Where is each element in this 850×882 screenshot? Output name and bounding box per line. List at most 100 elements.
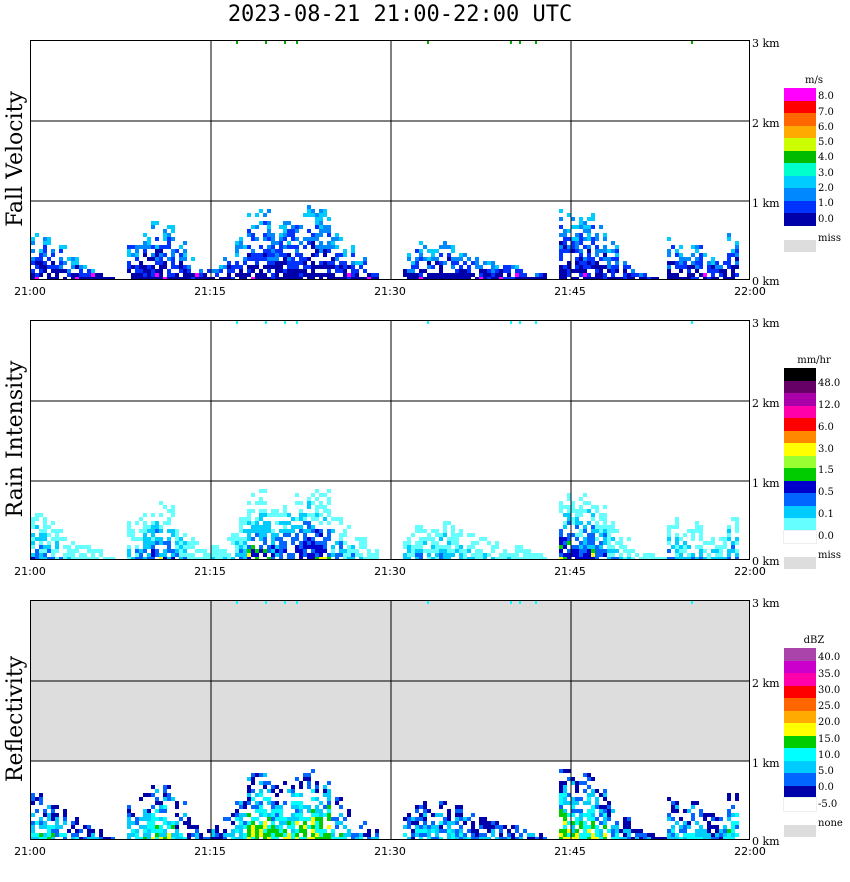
precip-cell [39, 817, 43, 821]
precip-cell [235, 273, 239, 277]
precip-cell [279, 241, 283, 245]
precip-cell [535, 837, 539, 839]
precip-cell [599, 265, 603, 269]
precip-cell [443, 277, 447, 279]
legend-swatch [784, 673, 816, 686]
precip-cell [307, 553, 311, 557]
legend-tick-label: 5.0 [818, 137, 834, 149]
precip-cell [287, 833, 291, 837]
precip-cell [279, 225, 283, 229]
precip-cell [667, 557, 671, 559]
precip-cell [587, 245, 591, 249]
precip-cell [591, 557, 595, 559]
precip-cell [563, 817, 567, 821]
precip-cell [183, 801, 187, 805]
plot-area [30, 600, 750, 840]
precip-cell [307, 809, 311, 813]
precip-cell [599, 533, 603, 537]
precip-cell [283, 821, 287, 825]
precip-cell [323, 813, 327, 817]
precip-cell [575, 249, 579, 253]
precip-cell [559, 529, 563, 533]
precip-cell [247, 273, 251, 277]
precip-cell [711, 837, 715, 839]
precip-cell [699, 529, 703, 533]
precip-cell [563, 277, 567, 279]
precip-cell [135, 273, 139, 277]
precip-cell [571, 549, 575, 553]
precip-cell [167, 277, 171, 279]
precip-cell [427, 277, 431, 279]
precip-cell [31, 813, 35, 817]
precip-cell [259, 277, 263, 279]
precip-cell [643, 277, 647, 279]
precip-cell [375, 273, 379, 277]
precip-cell [515, 557, 519, 559]
precip-cell [583, 525, 587, 529]
precip-cell [223, 265, 227, 269]
legend-unit: mm/hr [797, 355, 831, 366]
precip-cell [599, 257, 603, 261]
precip-cell [567, 769, 571, 773]
precip-cell [271, 813, 275, 817]
precip-cell [691, 265, 695, 269]
precip-cell [611, 833, 615, 837]
precip-cell [735, 793, 739, 797]
precip-cell [295, 793, 299, 797]
precip-cell [255, 533, 259, 537]
precip-cell [699, 253, 703, 257]
precip-cell [727, 261, 731, 265]
precip-cell [615, 277, 619, 279]
precip-cell [727, 833, 731, 837]
precip-cell [607, 557, 611, 559]
precip-cell [443, 241, 447, 245]
precip-cell [455, 833, 459, 837]
precip-cell [331, 833, 335, 837]
precip-cell [611, 269, 615, 273]
precip-cell [279, 277, 283, 279]
precip-cell [559, 541, 563, 545]
precip-cell [463, 549, 467, 553]
precip-cell [31, 249, 35, 253]
precip-cell [423, 537, 427, 541]
precip-cell [723, 825, 727, 829]
precip-cell [335, 541, 339, 545]
precip-cell [203, 553, 207, 557]
precip-cell [319, 533, 323, 537]
precip-cell [311, 213, 315, 217]
height-label-3km: 3 km [752, 317, 780, 330]
precip-cell [447, 273, 451, 277]
precip-cell [143, 529, 147, 533]
precip-cell [331, 273, 335, 277]
precip-cell [563, 781, 567, 785]
precip-cell [163, 245, 167, 249]
precip-cell [723, 261, 727, 265]
precip-cell [603, 805, 607, 809]
precip-cell [599, 805, 603, 809]
precip-cell [43, 833, 47, 837]
precip-cell [307, 545, 311, 549]
precip-cell [563, 237, 567, 241]
precip-cell [211, 557, 215, 559]
precip-cell [727, 237, 731, 241]
precip-cell [243, 801, 247, 805]
precip-cell [267, 833, 271, 837]
precip-cell [655, 837, 659, 839]
precip-cell [483, 553, 487, 557]
precip-cell [135, 257, 139, 261]
precip-cell [347, 829, 351, 833]
precip-cell [591, 817, 595, 821]
precip-cell [279, 821, 283, 825]
precip-cell [455, 269, 459, 273]
precip-cell [695, 269, 699, 273]
precip-cell [299, 257, 303, 261]
precip-cell [47, 265, 51, 269]
precip-cell [539, 837, 543, 839]
precip-cell [147, 825, 151, 829]
precip-cell [47, 833, 51, 837]
precip-cell [147, 245, 151, 249]
precip-cell [559, 549, 563, 553]
precip-cell [127, 557, 131, 559]
precip-cell [247, 837, 251, 839]
precip-cell [495, 837, 499, 839]
